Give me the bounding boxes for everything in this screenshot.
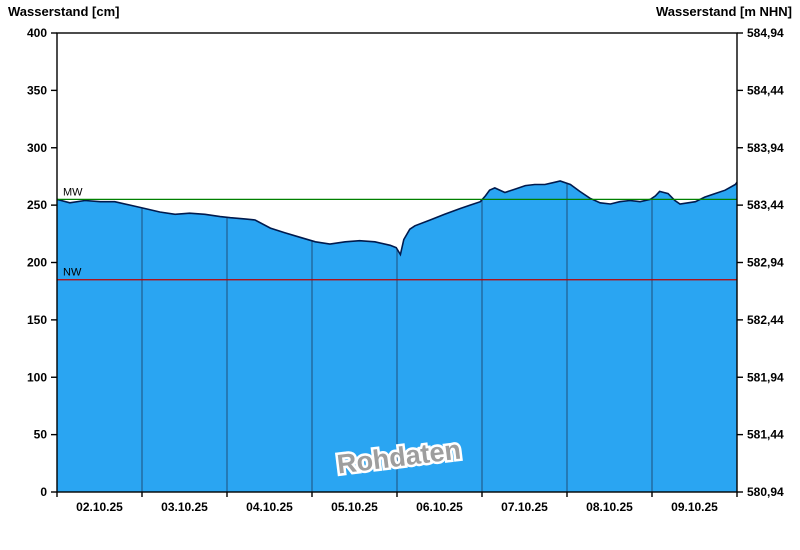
right-tick-label: 581,94 xyxy=(747,370,784,384)
left-tick-label: 100 xyxy=(27,370,47,384)
left-tick-label: 300 xyxy=(27,141,47,155)
left-axis-ticks: 0 50 100 150 200 250 300 350 400 xyxy=(27,26,57,499)
x-tick-label: 06.10.25 xyxy=(416,500,463,514)
left-tick-label: 150 xyxy=(27,313,47,327)
left-tick-label: 250 xyxy=(27,198,47,212)
day-gridlines xyxy=(141,181,653,492)
x-tick-label: 05.10.25 xyxy=(331,500,378,514)
right-tick-label: 580,94 xyxy=(747,485,784,499)
left-tick-label: 50 xyxy=(34,428,48,442)
right-axis-title: Wasserstand [m NHN] xyxy=(655,4,792,19)
x-tick-label: 09.10.25 xyxy=(671,500,718,514)
x-tick-label: 07.10.25 xyxy=(501,500,548,514)
right-tick-label: 582,94 xyxy=(747,256,784,270)
left-tick-label: 350 xyxy=(27,83,47,97)
right-tick-label: 581,44 xyxy=(747,428,784,442)
refline-label-mw: MW xyxy=(63,186,83,198)
x-tick-label: 03.10.25 xyxy=(161,500,208,514)
x-axis-ticks: 02.10.25 03.10.25 04.10.25 05.10.25 06.10.25… xyxy=(56,492,738,514)
refline-label-nw: NW xyxy=(63,267,82,279)
right-tick-label: 583,94 xyxy=(747,141,784,155)
water-level-line xyxy=(56,180,738,257)
right-axis-ticks: 580,94 581,44 581,94 582,44 582,94 583,44 583,… xyxy=(737,26,784,499)
x-tick-label: 08.10.25 xyxy=(586,500,633,514)
left-tick-label: 400 xyxy=(27,26,47,40)
right-tick-label: 584,94 xyxy=(747,26,784,40)
right-tick-label: 584,44 xyxy=(747,83,784,97)
right-tick-label: 582,44 xyxy=(747,313,784,327)
left-axis-title: Wasserstand [cm] xyxy=(8,4,120,19)
x-tick-label: 04.10.25 xyxy=(246,500,293,514)
left-tick-label: 0 xyxy=(40,485,47,499)
left-tick-label: 200 xyxy=(27,256,47,270)
right-tick-label: 583,44 xyxy=(747,198,784,212)
x-tick-label: 02.10.25 xyxy=(76,500,123,514)
